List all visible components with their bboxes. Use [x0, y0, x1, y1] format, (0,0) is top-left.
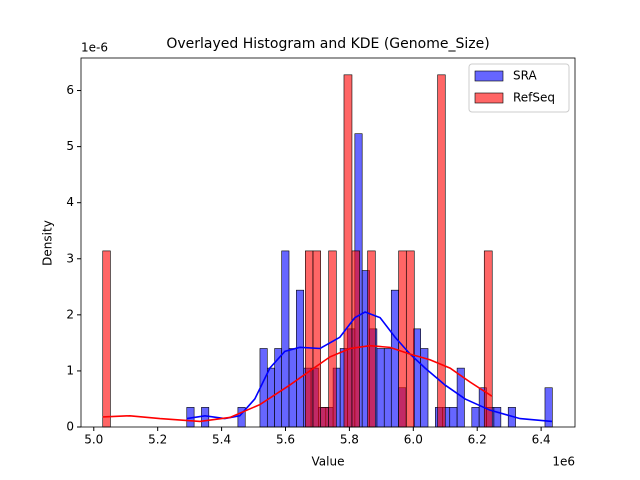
- y-axis-label: Density: [41, 220, 55, 266]
- histogram-bar: [274, 348, 282, 428]
- histogram-bar: [201, 407, 210, 428]
- histogram-bar: [343, 74, 353, 428]
- y-tick-label: 0: [66, 420, 74, 434]
- histogram-bar: [296, 289, 305, 428]
- x-tick-label: 6.2: [468, 433, 487, 447]
- histogram-bar: [437, 74, 446, 428]
- x-tick-label: 5.0: [84, 433, 103, 447]
- x-tick-label: 6.4: [532, 433, 551, 447]
- y-tick-label: 3: [66, 251, 74, 265]
- chart-title: Overlayed Histogram and KDE (Genome_Size…: [166, 36, 489, 52]
- histogram-bar: [483, 250, 493, 428]
- y-tick-label: 5: [66, 139, 74, 153]
- histogram-bar: [281, 250, 290, 428]
- histogram-bar: [449, 407, 458, 428]
- histogram-bar: [383, 348, 392, 428]
- legend-swatch: [474, 70, 504, 82]
- axes-frame: [80, 57, 576, 428]
- histogram-bar: [405, 250, 415, 428]
- histogram-bar: [102, 250, 111, 428]
- legend-label: RefSeq: [513, 91, 555, 105]
- histogram-bar: [420, 348, 429, 428]
- x-tick-label: 5.4: [212, 433, 231, 447]
- legend-label: SRA: [513, 69, 537, 83]
- y-tick-label: 6: [66, 83, 74, 97]
- histogram-bar: [288, 348, 297, 428]
- y-tick-label: 2: [66, 307, 74, 321]
- histogram-bar: [390, 289, 399, 428]
- x-tick-label: 5.2: [148, 433, 167, 447]
- kde-line: [186, 311, 553, 423]
- x-tick-label: 6.0: [404, 433, 423, 447]
- y-tick-label: 1: [66, 363, 74, 377]
- histogram-bar: [493, 407, 502, 428]
- histogram-bar: [376, 348, 385, 428]
- legend-swatch: [474, 92, 504, 104]
- histogram-bar: [320, 407, 329, 428]
- x-tick-label: 5.6: [276, 433, 295, 447]
- histogram-bar: [471, 407, 480, 428]
- histogram-bar: [398, 250, 407, 428]
- histogram-bar: [312, 250, 321, 428]
- histogram-bar: [351, 250, 360, 428]
- kde-line: [102, 344, 493, 423]
- x-tick-label: 5.8: [340, 433, 359, 447]
- x-offset-label: 1e6: [552, 455, 575, 469]
- x-axis-label: Value: [312, 455, 345, 469]
- histogram-bar: [367, 250, 376, 428]
- histogram-bar: [328, 250, 337, 428]
- histogram-bar: [305, 250, 314, 428]
- y-tick-label: 4: [66, 195, 74, 209]
- y-offset-label: 1e-6: [81, 41, 108, 55]
